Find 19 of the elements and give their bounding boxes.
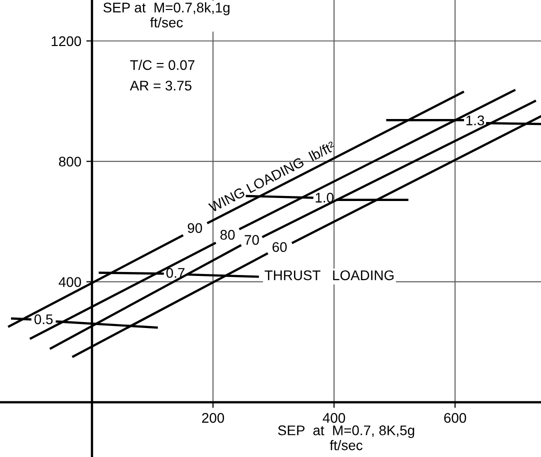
annotation: THRUST LOADING bbox=[264, 270, 394, 280]
x-axis-title: SEP at M=0.7, 8K,5g ft/sec bbox=[278, 425, 414, 450]
y-tick-label: 1200 bbox=[52, 36, 82, 46]
series-label: 0.5 bbox=[34, 314, 53, 324]
series-label: 0.7 bbox=[166, 268, 184, 278]
annotation: AR = 3.75 bbox=[130, 80, 192, 91]
y-tick-label: 800 bbox=[59, 156, 82, 167]
series-label: 60 bbox=[272, 242, 287, 252]
annotation: T/C = 0.07 bbox=[130, 60, 194, 70]
y-tick-label: 400 bbox=[58, 277, 82, 287]
series-label: 90 bbox=[188, 223, 202, 233]
series-label: 80 bbox=[220, 230, 235, 240]
series-label: 1.3 bbox=[466, 116, 484, 126]
x-tick-label: 400 bbox=[322, 412, 346, 423]
x-tick-label: 200 bbox=[202, 412, 224, 423]
series-label: 1.0 bbox=[316, 192, 334, 203]
series-label: 70 bbox=[244, 235, 259, 245]
y-axis-title: SEP at M=0.7,8k,1g ft/sec bbox=[103, 2, 230, 28]
x-tick-label: 600 bbox=[444, 412, 466, 423]
